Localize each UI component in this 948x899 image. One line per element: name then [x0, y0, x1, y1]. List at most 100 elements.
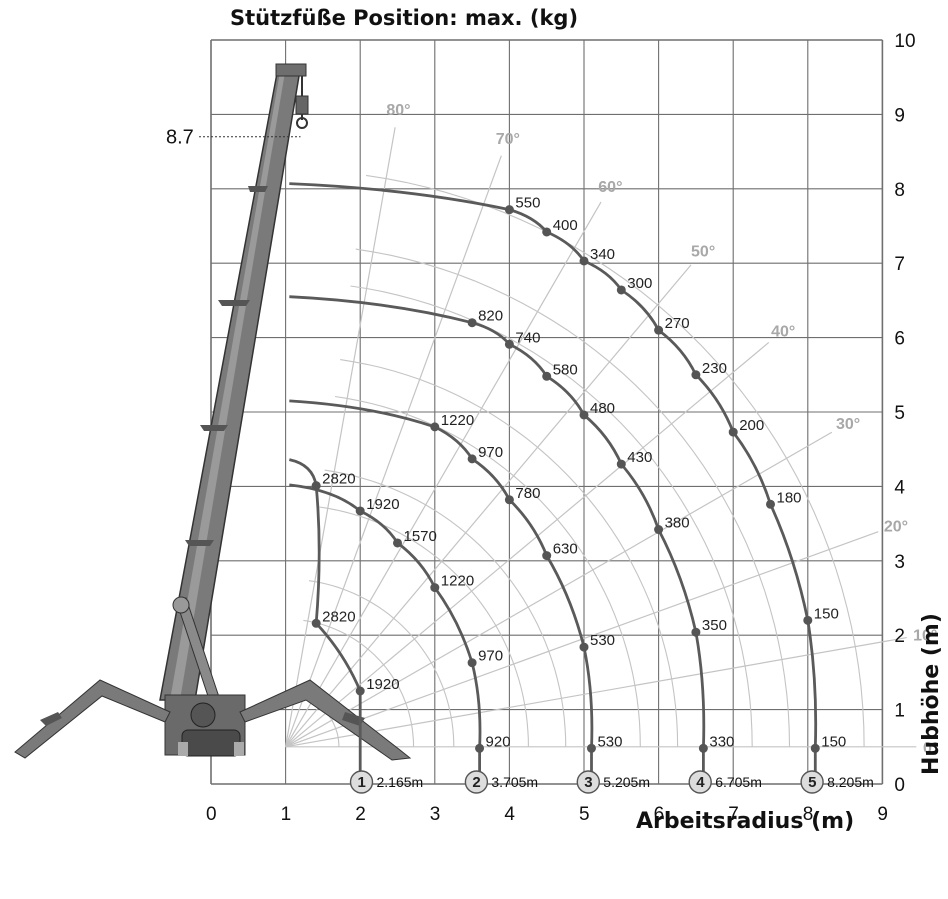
- x-tick-label: 0: [206, 804, 217, 825]
- y-tick-label: 4: [894, 477, 905, 498]
- load-point: [467, 454, 477, 464]
- hook-icon: [296, 117, 308, 129]
- load-point: [355, 506, 365, 516]
- angle-label: 70°: [496, 131, 520, 148]
- chart-title: Stützfüße Position: max. (kg): [230, 6, 578, 30]
- load-point: [542, 551, 552, 561]
- load-label: 230: [702, 360, 727, 377]
- load-label: 970: [478, 444, 503, 461]
- boom-badge-icon: [688, 770, 712, 794]
- y-tick-label: 2: [894, 626, 905, 647]
- boom-arc-5: [289, 182, 818, 784]
- load-point: [579, 642, 589, 652]
- load-label: 380: [665, 515, 690, 532]
- load-point: [616, 459, 626, 469]
- y-tick-label: 8: [894, 180, 905, 201]
- angle-ray: [285, 341, 770, 748]
- y-tick-label: 0: [894, 775, 905, 796]
- load-label: 270: [665, 315, 690, 332]
- load-point: [691, 370, 701, 380]
- load-label: 400: [553, 217, 578, 234]
- load-point: [654, 325, 664, 335]
- guide-arc: [334, 395, 641, 747]
- angle-label: 0°: [923, 740, 938, 757]
- boom-arc-2: [289, 483, 482, 784]
- load-label: 1920: [366, 676, 399, 693]
- guide-arc: [308, 580, 455, 747]
- load-label: 920: [486, 733, 511, 750]
- angle-label: 40°: [771, 323, 795, 340]
- load-label: 1220: [441, 573, 474, 590]
- load-point: [311, 618, 321, 628]
- angle-ray: [285, 636, 907, 748]
- x-tick-label: 4: [504, 804, 515, 825]
- boom-badge-radius: 3.705m: [491, 774, 538, 790]
- load-label: 1920: [366, 496, 399, 513]
- x-tick-label: 3: [430, 804, 441, 825]
- angle-label: 60°: [598, 179, 622, 196]
- angle-ray: [285, 201, 602, 748]
- y-tick-label: 7: [894, 254, 905, 275]
- crane-track: [234, 742, 244, 756]
- crane-illustration: [14, 63, 412, 761]
- slewing-ring-icon: [190, 702, 216, 728]
- load-point: [475, 743, 485, 753]
- load-label: 1220: [441, 412, 474, 429]
- load-label: 550: [515, 195, 540, 212]
- boom-bracket: [218, 300, 250, 306]
- boom-badge-icon: [576, 770, 600, 794]
- boom-badge-number: 2: [472, 774, 480, 791]
- boom-badge-number: 4: [696, 774, 705, 791]
- boom-badge-icon: [349, 770, 374, 794]
- load-label: 150: [814, 605, 839, 622]
- x-tick-label: 2: [355, 804, 366, 825]
- load-label: 820: [478, 308, 503, 325]
- y-tick-label: 10: [894, 31, 915, 52]
- load-point: [728, 427, 738, 437]
- angle-label: 50°: [691, 244, 715, 261]
- load-point: [698, 743, 708, 753]
- angle-guides: 80° 70° 60° 50° 40° 30° 20° 10° 0°: [285, 102, 938, 757]
- boom-badge-radius: 8.205m: [827, 774, 874, 790]
- y-tick-label: 9: [894, 105, 905, 126]
- load-point: [803, 615, 813, 625]
- load-point: [467, 318, 477, 328]
- guide-arc: [355, 248, 791, 747]
- angle-label: 80°: [386, 102, 410, 119]
- load-label: 780: [515, 485, 540, 502]
- y-axis-title: Hubhöhe (m): [919, 613, 944, 775]
- crane-track: [178, 742, 188, 756]
- load-point: [311, 481, 321, 491]
- x-tick-label: 8: [803, 804, 814, 825]
- load-label: 340: [590, 246, 615, 263]
- boom-badge-radius: 6.705m: [715, 774, 762, 790]
- load-point: [542, 371, 552, 381]
- load-label: 530: [590, 632, 615, 649]
- boom-badge-number: 3: [584, 774, 592, 791]
- load-label: 1570: [404, 528, 437, 545]
- angle-ray: [285, 264, 692, 748]
- load-points: 2820282019201920157012209709201220970780…: [311, 195, 846, 753]
- load-label: 2820: [322, 608, 355, 625]
- boom-badge-number: 5: [808, 774, 816, 791]
- load-point: [467, 658, 477, 668]
- load-label: 150: [821, 733, 846, 750]
- load-point: [586, 743, 596, 753]
- load-label: 330: [709, 733, 734, 750]
- load-label: 630: [553, 541, 578, 558]
- boom-bracket: [185, 540, 214, 546]
- load-label: 180: [777, 489, 802, 506]
- load-point: [504, 205, 514, 215]
- load-point: [579, 410, 589, 420]
- grid: [210, 39, 884, 785]
- load-point: [766, 499, 775, 509]
- load-label: 200: [739, 417, 764, 434]
- x-axis-title: Arbeitsradius (m): [636, 809, 854, 834]
- angle-label: 10°: [913, 627, 937, 644]
- x-tick-label: 1: [281, 804, 292, 825]
- boom-badge-radius: 5.205m: [603, 774, 650, 790]
- guide-arc: [303, 619, 415, 747]
- load-label: 300: [627, 275, 652, 292]
- crane-track: [181, 729, 241, 757]
